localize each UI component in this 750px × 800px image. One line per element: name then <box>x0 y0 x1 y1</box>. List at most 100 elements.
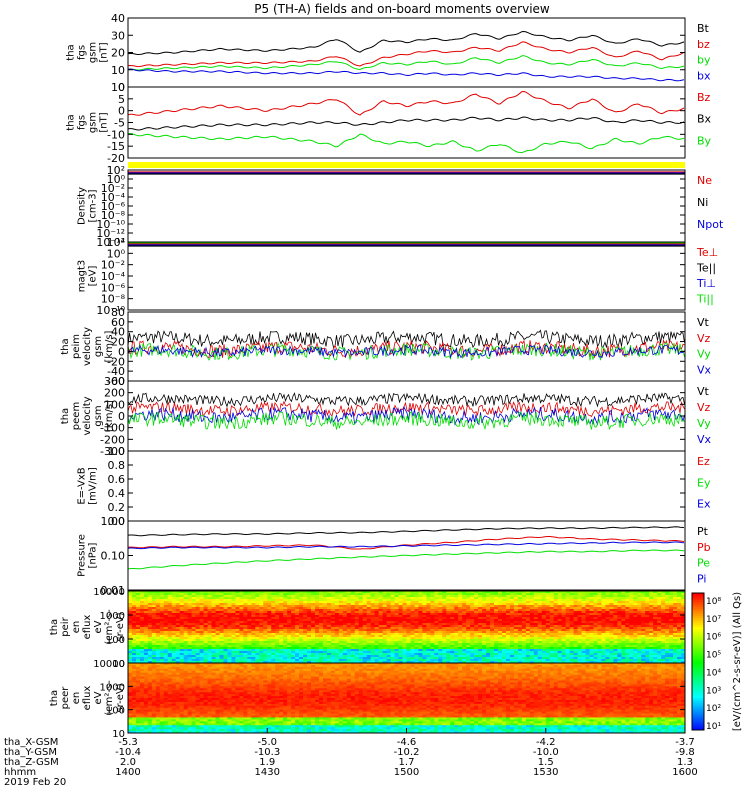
spectrogram-cell <box>362 645 368 648</box>
spectrogram-cell <box>466 593 471 596</box>
spectrogram-cell <box>171 647 177 650</box>
spectrogram-cell <box>601 607 606 610</box>
spectrogram-cell <box>247 617 252 620</box>
spectrogram-cell <box>521 609 527 612</box>
spectrogram-cell <box>649 601 654 604</box>
spectrogram-cell <box>243 645 248 648</box>
spectrogram-cell <box>291 613 296 616</box>
spectrogram-cell <box>215 617 220 620</box>
spectrogram-cell <box>358 599 364 602</box>
spectrogram-cell <box>505 597 511 600</box>
spectrogram-cell <box>279 627 284 630</box>
spectrogram-cell <box>303 615 308 618</box>
y-tick-label: 10⁻⁸ <box>101 293 126 306</box>
legend-vy: Vy <box>697 417 711 430</box>
y-axis-label: [nPa] <box>88 542 99 568</box>
spectrogram-cell <box>521 651 527 654</box>
spectrogram-cell <box>458 619 463 622</box>
spectrogram-cell <box>549 599 555 602</box>
spectrogram-cell <box>279 647 284 650</box>
spectrogram-cell <box>346 647 352 650</box>
spectrogram-cell <box>314 659 320 662</box>
spectrogram-cell <box>637 603 642 606</box>
spectrogram-cell <box>307 647 312 650</box>
spectrogram-cell <box>402 609 407 612</box>
spectrogram-cell <box>275 635 280 638</box>
spectrogram-cell <box>637 607 642 610</box>
spectrogram-cell <box>649 615 654 618</box>
spectrogram-cell <box>561 641 567 644</box>
spectrogram-cell <box>525 651 531 654</box>
spectrogram-cell <box>625 623 630 626</box>
spectrogram-cell <box>330 641 336 644</box>
spectrogram-cell <box>211 611 216 614</box>
spectrogram-cell <box>279 599 284 602</box>
spectrogram-cell <box>314 647 320 650</box>
spectrogram-cell <box>565 645 571 648</box>
spectrogram-cell <box>163 613 169 616</box>
spectrogram-cell <box>585 647 590 650</box>
spectrogram-cell <box>231 635 236 638</box>
spectrogram-cell <box>358 655 364 658</box>
spectrogram-cell <box>283 633 288 636</box>
spectrogram-cell <box>386 649 391 652</box>
spectrogram-cell <box>625 633 630 636</box>
spectrogram-cell <box>187 615 193 618</box>
y-axis-label: Density <box>77 187 88 225</box>
spectrogram-cell <box>338 661 344 664</box>
spectrogram-cell <box>314 593 320 596</box>
spectrogram-cell <box>637 633 642 636</box>
spectrogram-cell <box>609 653 614 656</box>
legend-vy: Vy <box>697 348 711 361</box>
spectrogram-cell <box>259 635 264 638</box>
spectrogram-cell <box>382 619 388 622</box>
spectrogram-cell <box>498 649 503 652</box>
spectrogram-cell <box>287 613 292 616</box>
spectrogram-cell <box>617 617 622 620</box>
spectrogram-cell <box>617 639 622 642</box>
spectrogram-cell <box>163 605 169 608</box>
spectrogram-cell <box>533 609 539 612</box>
spectrogram-cell <box>446 613 451 616</box>
spectrogram-cell <box>295 627 300 630</box>
spectrogram-cell <box>533 657 539 660</box>
spectrogram-cell <box>553 619 559 622</box>
spectrogram-cell <box>645 599 650 602</box>
legend-pt: Pt <box>697 525 709 538</box>
spectrogram-cell <box>549 641 555 644</box>
spectrogram-cell <box>175 641 181 644</box>
spectrogram-cell <box>247 597 252 600</box>
spectrogram-cell <box>362 623 368 626</box>
spectrogram-cell <box>450 613 455 616</box>
spectrogram-cell <box>494 649 499 652</box>
spectrogram-cell <box>402 593 407 596</box>
spectrogram-cell <box>410 593 415 596</box>
spectrogram-cell <box>470 629 475 632</box>
spectrogram-cell <box>597 637 602 640</box>
spectrogram-cell <box>203 597 208 600</box>
spectrogram-cell <box>462 607 467 610</box>
spectrogram-cell <box>267 631 272 634</box>
spectrogram-cell <box>179 615 185 618</box>
spectrogram-cell <box>128 611 133 614</box>
spectrogram-cell <box>625 621 630 624</box>
spectrogram-cell <box>549 619 555 622</box>
spectrogram-cell <box>593 629 598 632</box>
spectrogram-cell <box>549 627 555 630</box>
spectrogram-cell <box>267 611 272 614</box>
spectrogram-cell <box>135 657 141 660</box>
spectrogram-cell <box>231 595 236 598</box>
spectrogram-cell <box>135 595 141 598</box>
spectrogram-cell <box>613 619 618 622</box>
y-axis-label: [eV] <box>88 266 99 287</box>
spectrogram-cell <box>354 653 360 656</box>
spectrogram-cell <box>422 661 427 664</box>
spectrogram-cell <box>191 659 197 662</box>
spectrogram-cell <box>569 591 574 594</box>
spectrogram-cell <box>334 601 340 604</box>
spectrogram-cell <box>462 635 467 638</box>
spectrogram-cell <box>521 645 527 648</box>
spectrogram-cell <box>135 603 141 606</box>
spectrogram-cell <box>211 593 216 596</box>
spectrogram-cell <box>239 619 244 622</box>
